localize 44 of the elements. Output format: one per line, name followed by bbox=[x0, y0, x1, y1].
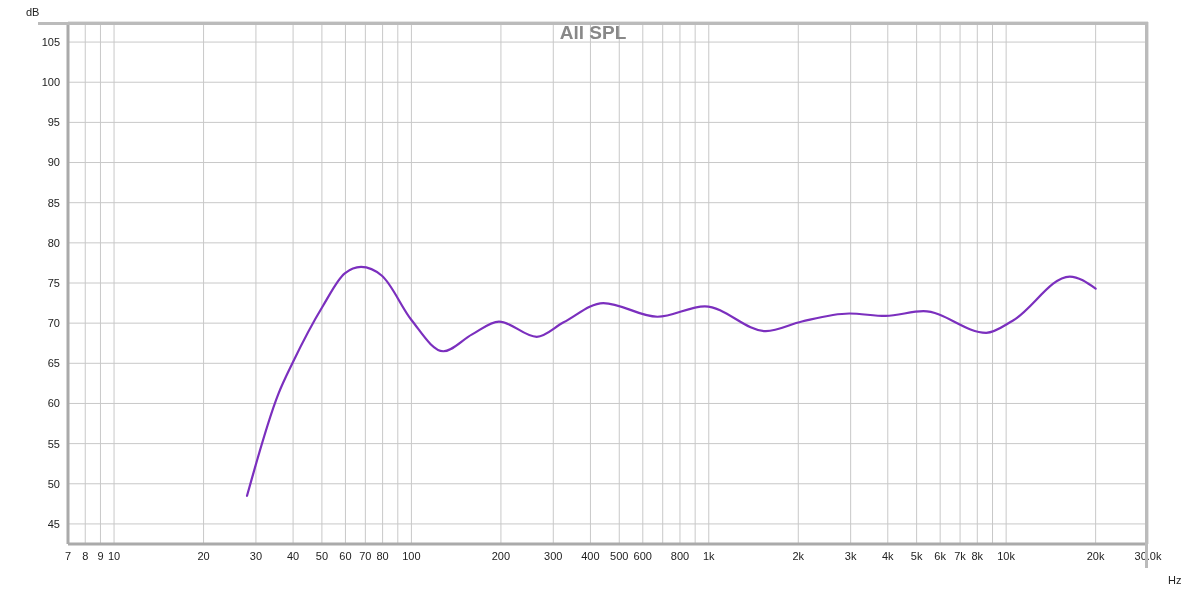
y-tick-label: 70 bbox=[47, 317, 60, 330]
x-tick-label: 60 bbox=[339, 549, 352, 562]
x-tick-label: 2k bbox=[792, 549, 805, 562]
y-tick-label: 50 bbox=[47, 477, 60, 490]
x-tick-label: 300 bbox=[544, 549, 563, 562]
y-tick-label: 55 bbox=[47, 437, 60, 450]
x-tick-label: 600 bbox=[633, 549, 652, 562]
y-tick-label: 105 bbox=[41, 35, 60, 48]
y-tick-label: 60 bbox=[47, 397, 60, 410]
y-tick-label: 65 bbox=[47, 357, 60, 370]
x-tick-label: 9 bbox=[97, 549, 104, 562]
x-tick-label: 30 bbox=[249, 549, 263, 562]
x-tick-label: 40 bbox=[286, 549, 300, 562]
x-tick-label: 500 bbox=[610, 549, 629, 562]
x-tick-label: 70 bbox=[359, 549, 372, 562]
x-tick-label: 80 bbox=[376, 549, 389, 562]
x-tick-label: 800 bbox=[670, 549, 690, 562]
x-tick-label: 1k bbox=[702, 549, 716, 562]
y-tick-label: 75 bbox=[47, 276, 60, 289]
x-tick-label: 20 bbox=[197, 549, 210, 562]
x-tick-label: 3k bbox=[844, 549, 857, 562]
y-axis-title: dB bbox=[26, 6, 40, 18]
x-tick-label: 100 bbox=[402, 549, 421, 562]
x-tick-label: 7 bbox=[64, 549, 72, 562]
chart-title: All SPL bbox=[559, 22, 627, 43]
y-tick-label: 85 bbox=[47, 196, 60, 209]
x-axis-title: Hz bbox=[1168, 574, 1182, 586]
x-tick-label: 7k bbox=[954, 549, 967, 562]
x-tick-label: 5k bbox=[910, 549, 923, 562]
x-tick-label: 10 bbox=[107, 549, 121, 562]
x-tick-label: 6k bbox=[934, 549, 947, 562]
x-tick-label: 8 bbox=[82, 549, 89, 562]
x-tick-label: 20k bbox=[1086, 549, 1105, 562]
x-tick-label: 4k bbox=[881, 549, 895, 562]
x-tick-label: 50 bbox=[315, 549, 329, 562]
y-tick-label: 80 bbox=[47, 236, 60, 249]
y-tick-label: 45 bbox=[47, 517, 60, 530]
x-tick-label: 8k bbox=[971, 549, 984, 562]
y-tick-label: 95 bbox=[47, 116, 60, 129]
x-tick-label: 400 bbox=[581, 549, 600, 562]
y-tick-label: 100 bbox=[41, 76, 60, 89]
x-tick-label: 200 bbox=[491, 549, 511, 562]
x-tick-label: 10k bbox=[997, 549, 1016, 562]
y-tick-label: 90 bbox=[47, 156, 60, 169]
